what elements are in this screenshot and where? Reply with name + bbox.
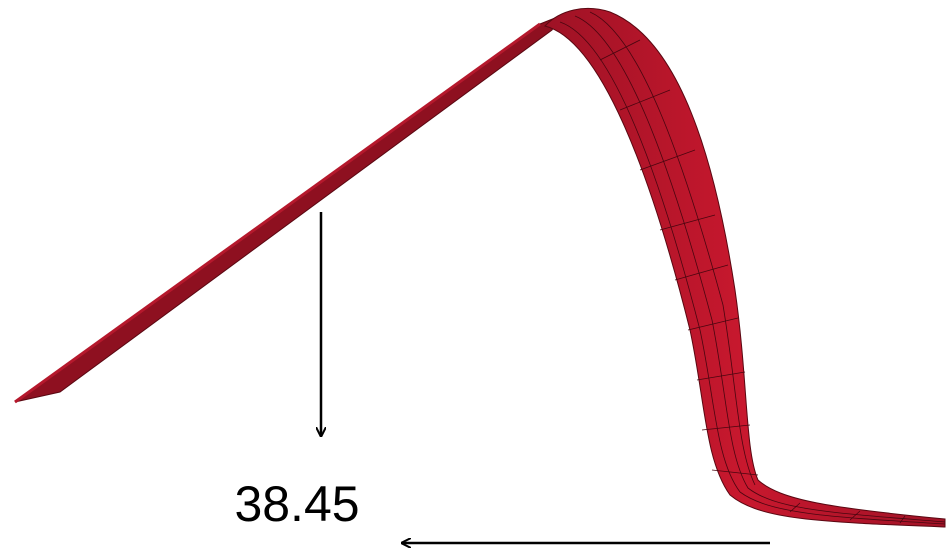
ribbon-slope-edge bbox=[15, 24, 540, 402]
page: 38.45 (() => { const data = JSON.parse(d… bbox=[0, 0, 951, 556]
mesh-lines bbox=[560, 12, 945, 524]
figure: 38.45 bbox=[0, 0, 951, 556]
ribbon-arch bbox=[545, 8, 945, 527]
measurement-label: 38.45 bbox=[234, 476, 359, 532]
